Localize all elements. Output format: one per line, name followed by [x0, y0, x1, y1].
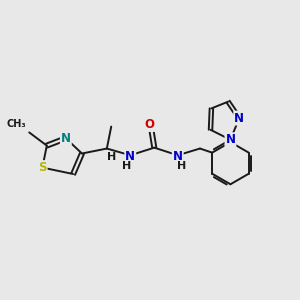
Text: H: H — [122, 161, 131, 171]
Text: N: N — [173, 150, 183, 163]
Text: H: H — [177, 161, 186, 171]
Text: N: N — [234, 112, 244, 124]
Text: O: O — [144, 118, 154, 131]
Text: S: S — [38, 161, 47, 174]
Text: CH₃: CH₃ — [7, 119, 26, 130]
Text: N: N — [61, 132, 71, 145]
Text: N: N — [125, 150, 135, 163]
Text: N: N — [225, 133, 236, 146]
Text: H: H — [107, 152, 117, 162]
